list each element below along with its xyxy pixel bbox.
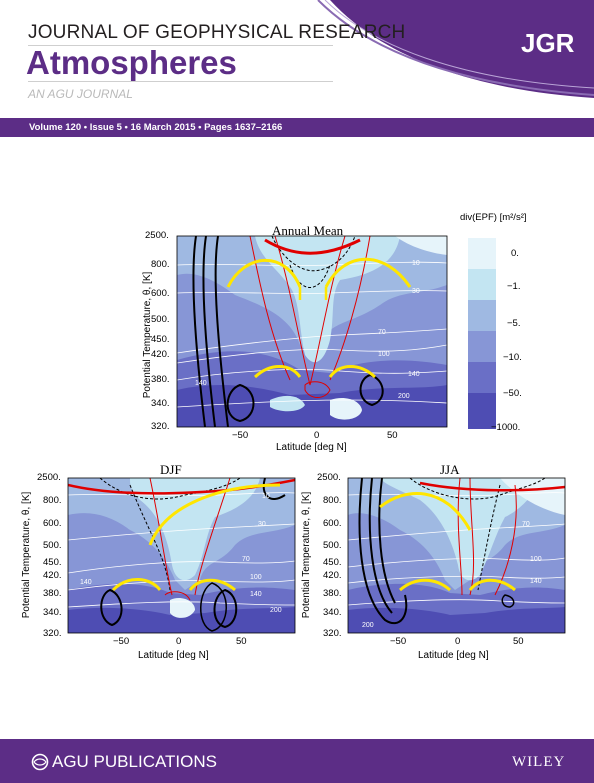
y-tick: 800. (43, 495, 62, 506)
svg-text:140: 140 (530, 578, 542, 585)
journal-header: JOURNAL OF GEOPHYSICAL RESEARCH Atmosphe… (0, 0, 594, 120)
y-tick: 340. (43, 607, 62, 618)
panel-djf-plot (68, 478, 295, 633)
svg-text:100: 100 (250, 574, 262, 581)
x-tick: −50 (232, 430, 249, 441)
y-tick: 320. (151, 421, 170, 432)
x-tick: 0 (455, 636, 461, 647)
panel-title-annual: Annual Mean (272, 223, 344, 238)
colorbar-tick: −1000. (491, 422, 521, 433)
y-tick: 380. (43, 588, 62, 599)
cover-figure: 10 30 70 100 140 200 140 10 3 (67, 235, 566, 634)
journal-tagline: AN AGU JOURNAL (28, 87, 133, 101)
x-tick: 50 (236, 636, 247, 647)
y-tick: 600. (323, 518, 342, 529)
svg-text:140: 140 (250, 591, 262, 598)
panel-annual-plot (177, 236, 447, 427)
y-tick: 2500. (145, 230, 169, 241)
y-tick: 340. (151, 398, 170, 409)
colorbar-tick: −10. (503, 352, 522, 363)
panel-jja-plot (348, 478, 565, 633)
y-tick: 420. (43, 570, 62, 581)
y-tick: 500. (323, 540, 342, 551)
journal-title: JOURNAL OF GEOPHYSICAL RESEARCH (28, 22, 406, 43)
djf-contour-labels: 10 30 70 100 140 140 200 (80, 493, 282, 614)
panel-djf-frame (67, 477, 296, 634)
y-tick: 500. (151, 314, 170, 325)
header-swoosh (317, 0, 594, 98)
y-axis-label-annual: Potential Temperature, θ, [K] (142, 271, 153, 399)
publisher-footer (0, 739, 594, 783)
y-tick: 600. (43, 518, 62, 529)
colorbar-tick: −1. (507, 281, 521, 292)
panel-annual-frame (176, 235, 448, 428)
svg-text:140: 140 (408, 371, 420, 378)
colorbar-tick: −5. (507, 318, 521, 329)
y-tick: 2500. (37, 472, 61, 483)
svg-text:200: 200 (270, 607, 282, 614)
y-tick: 450. (43, 557, 62, 568)
y-tick: 340. (323, 607, 342, 618)
svg-text:30: 30 (412, 288, 420, 295)
svg-text:100: 100 (378, 351, 390, 358)
y-tick: 800. (323, 495, 342, 506)
header-rule (28, 81, 333, 82)
volume-bar (0, 118, 594, 137)
y-tick: 380. (323, 588, 342, 599)
svg-text:70: 70 (242, 556, 250, 563)
volume-info: Volume 120 • Issue 5 • 16 March 2015 • P… (29, 122, 283, 133)
y-tick: 420. (323, 570, 342, 581)
panel-jja-frame (347, 477, 566, 634)
colorbar-label: div(EPF) [m²/s²] (460, 212, 527, 223)
x-tick: 50 (387, 430, 398, 441)
y-tick: 450. (323, 557, 342, 568)
svg-text:200: 200 (362, 622, 374, 629)
svg-text:70: 70 (522, 521, 530, 528)
x-tick: 0 (314, 430, 320, 441)
x-tick: 0 (176, 636, 182, 647)
svg-text:140: 140 (80, 579, 92, 586)
journal-subtitle: Atmospheres (26, 44, 237, 81)
y-tick: 320. (323, 628, 342, 639)
colorbar-tick: 0. (511, 248, 519, 259)
jja-contour-labels: 70 100 140 200 (362, 521, 542, 629)
x-axis-label-djf: Latitude [deg N] (138, 650, 209, 661)
annual-contour-labels: 10 30 70 100 140 200 140 (195, 260, 420, 400)
y-tick: 450. (151, 334, 170, 345)
x-axis-label-annual: Latitude [deg N] (276, 442, 347, 453)
y-tick: 600. (151, 288, 170, 299)
y-tick: 500. (43, 540, 62, 551)
svg-text:70: 70 (378, 329, 386, 336)
panel-title-jja: JJA (440, 462, 460, 477)
publisher-name: AGU PUBLICATIONS (52, 752, 217, 771)
panel-title-djf: DJF (160, 462, 182, 477)
y-tick: 320. (43, 628, 62, 639)
svg-text:10: 10 (412, 260, 420, 267)
svg-text:200: 200 (398, 393, 410, 400)
y-tick: 2500. (317, 472, 341, 483)
jgr-logo: JGR (521, 28, 575, 58)
x-tick: 50 (513, 636, 524, 647)
header-rule (28, 45, 333, 46)
y-axis-label-jja: Potential Temperature, θ, [K] (301, 491, 312, 619)
y-axis-label-djf: Potential Temperature, θ, [K] (21, 491, 32, 619)
x-tick: −50 (390, 636, 407, 647)
x-tick: −50 (113, 636, 130, 647)
wiley-logo: WILEY (512, 754, 566, 770)
colorbar (468, 238, 496, 429)
svg-text:100: 100 (530, 556, 542, 563)
svg-text:140: 140 (195, 380, 207, 387)
x-axis-label-jja: Latitude [deg N] (418, 650, 489, 661)
agu-publications-logo: AGU PUBLICATIONS (31, 752, 217, 772)
colorbar-tick: −50. (503, 388, 522, 399)
agu-globe-icon (31, 753, 49, 771)
y-tick: 800. (151, 259, 170, 270)
y-tick: 380. (151, 374, 170, 385)
y-tick: 420. (151, 349, 170, 360)
svg-text:30: 30 (258, 521, 266, 528)
svg-text:10: 10 (262, 493, 270, 500)
